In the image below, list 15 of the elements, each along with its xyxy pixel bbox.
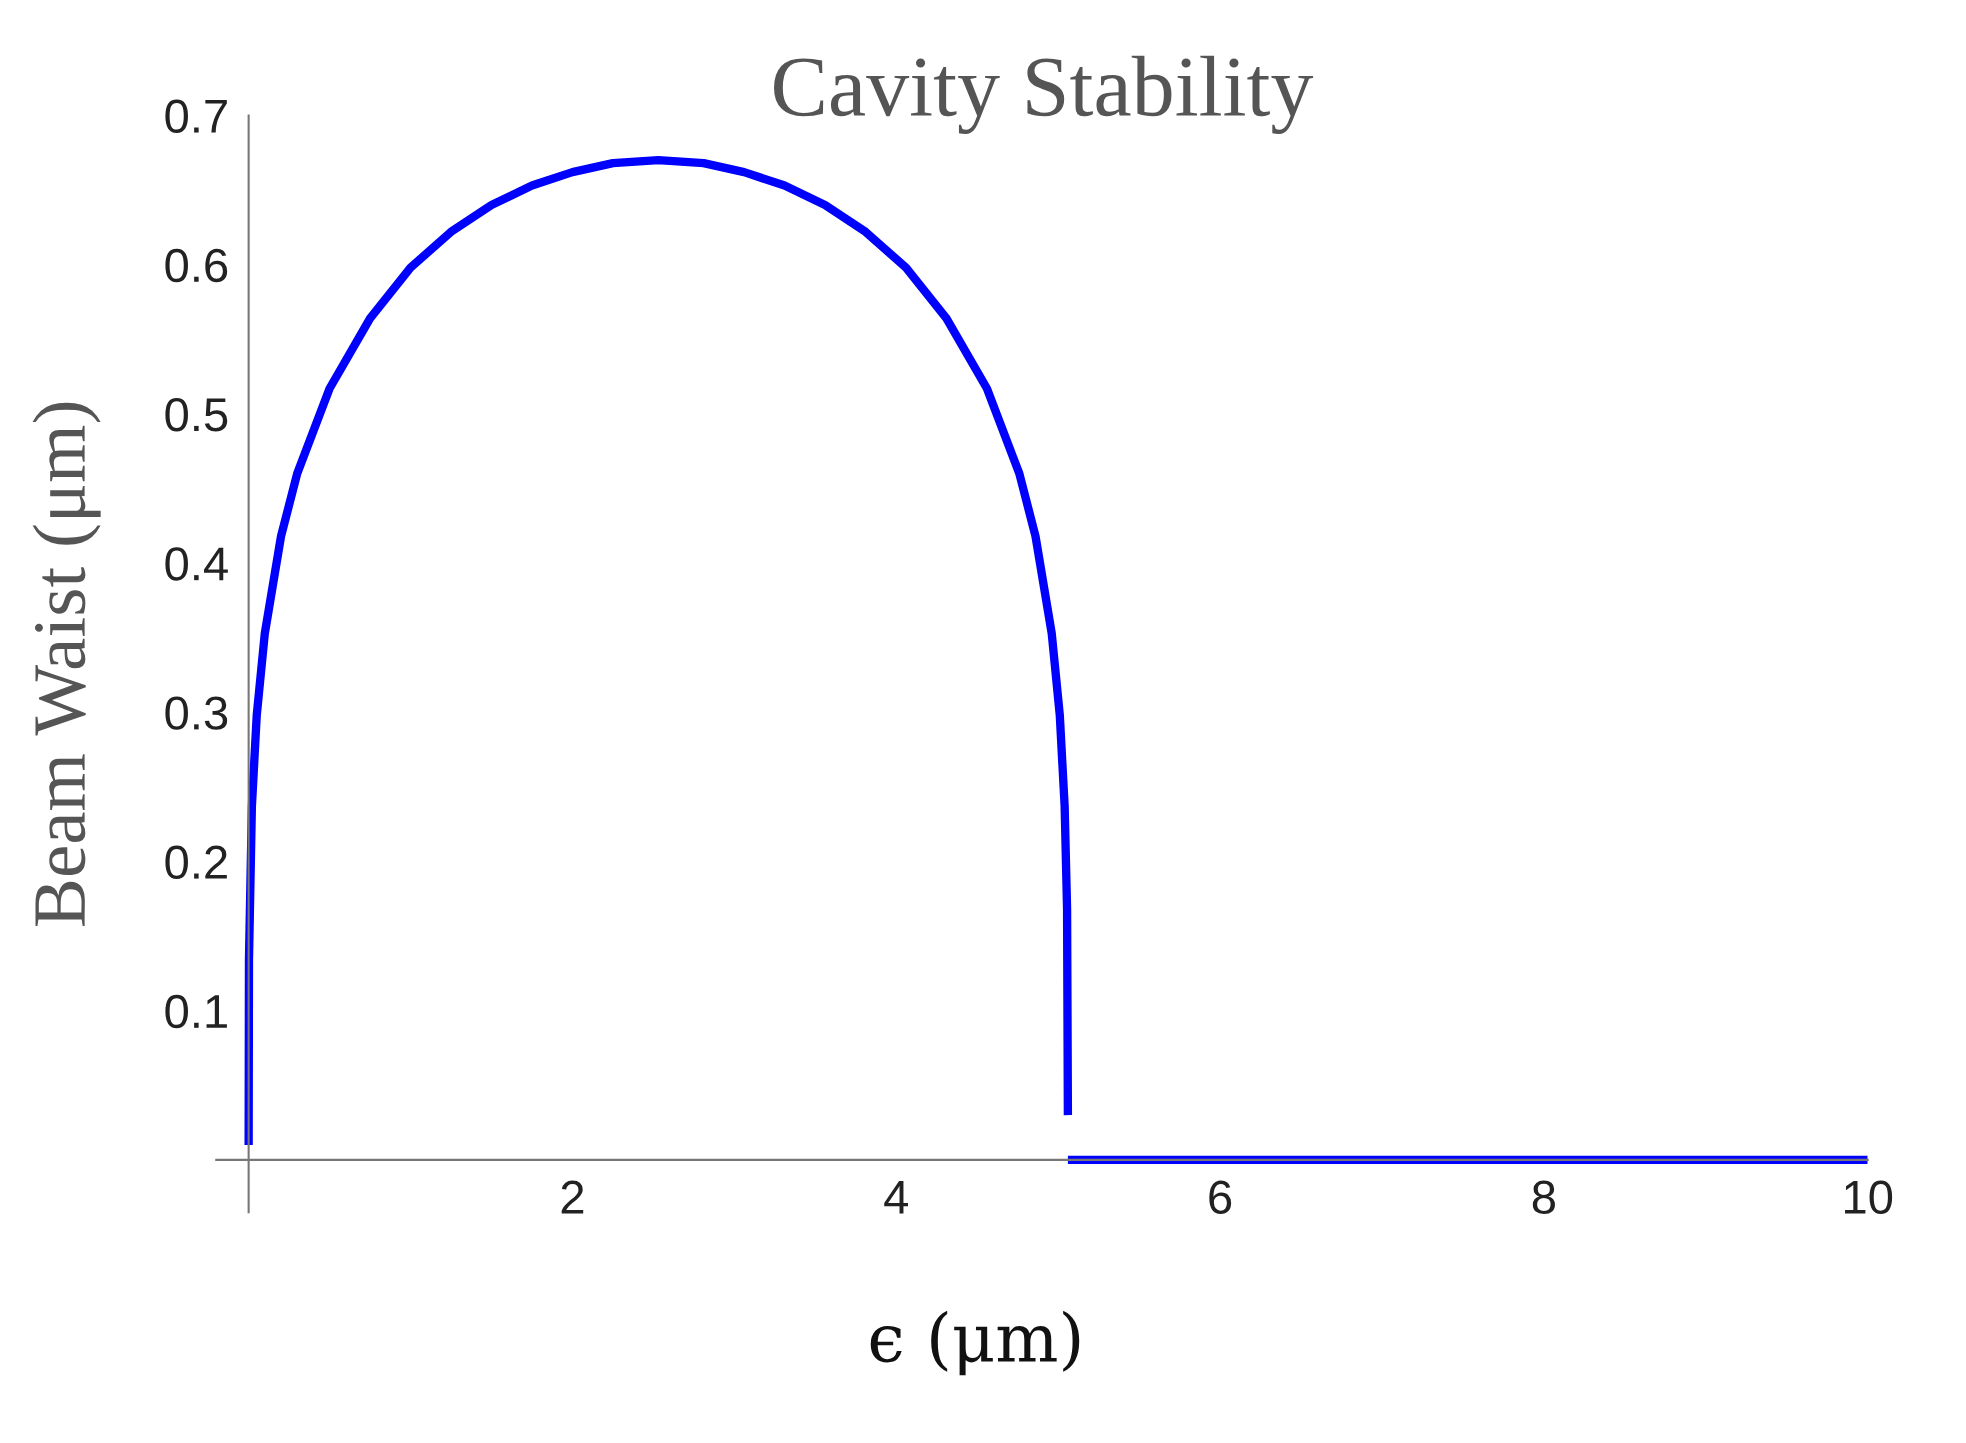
y-tick-label: 0.2 (165, 845, 227, 880)
x-tick-label: 8 (1532, 1180, 1555, 1215)
x-tick-label: 6 (1209, 1180, 1232, 1215)
y-tick-label: 0.3 (165, 696, 228, 730)
y-axis-title: Beam Waist (μm) (32, 402, 101, 926)
y-tick-label: 0.1 (165, 994, 227, 1029)
x-tick-label: 4 (884, 1181, 909, 1214)
y-tick-label: 0.4 (165, 547, 228, 581)
x-axis-title: ϵ (μm) (870, 1310, 1080, 1376)
y-tick-label: 0.7 (165, 99, 227, 134)
x-tick-label: 2 (561, 1180, 584, 1214)
x-tick-label: 10 (1845, 1180, 1893, 1215)
y-tick-label: 0.5 (165, 397, 228, 432)
chart-title: Cavity Stability (774, 55, 1314, 135)
y-tick-label: 0.6 (165, 248, 228, 283)
